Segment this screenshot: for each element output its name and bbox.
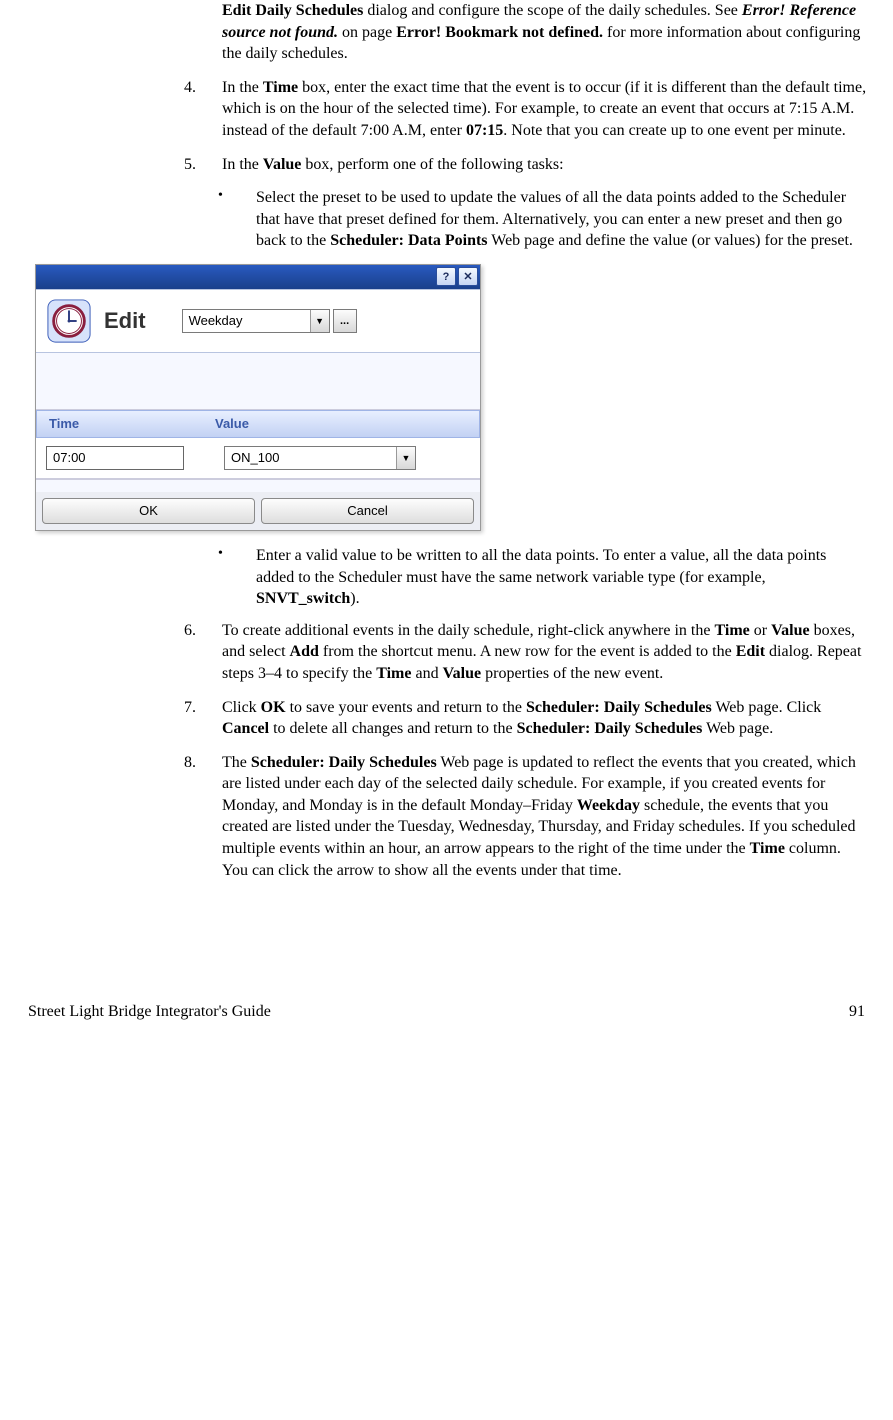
text-bold: Time <box>750 840 785 857</box>
edit-dialog: ? ✕ Edit Weekday ▼ ... Time Value 07:00 … <box>35 264 481 531</box>
text-bold: Cancel <box>222 720 269 737</box>
text: ). <box>350 590 359 607</box>
text: In the <box>222 79 263 96</box>
text-bold: Weekday <box>577 797 640 814</box>
text: to delete all changes and return to the <box>269 720 516 737</box>
page-content-cont: • Enter a valid value to be written to a… <box>180 545 868 881</box>
column-headers: Time Value <box>36 410 480 438</box>
text-bold: Value <box>771 622 810 639</box>
step-number: 4. <box>180 77 222 142</box>
text: Enter a valid value to be written to all… <box>256 547 826 586</box>
chevron-down-icon: ▼ <box>310 310 329 332</box>
text: The <box>222 754 251 771</box>
cancel-button[interactable]: Cancel <box>261 498 474 524</box>
page-content: Edit Daily Schedules dialog and configur… <box>180 0 868 252</box>
text-bold: SNVT_switch <box>256 590 350 607</box>
help-button[interactable]: ? <box>436 267 456 286</box>
step-8: 8. The Scheduler: Daily Schedules Web pa… <box>180 752 868 882</box>
step-5: 5. In the Value box, perform one of the … <box>180 154 868 176</box>
text: dialog and configure the scope of the da… <box>363 2 742 19</box>
text-bold: Add <box>290 643 319 660</box>
clock-icon <box>46 298 92 344</box>
text-bold: Edit <box>736 643 765 660</box>
dialog-buttons: OK Cancel <box>36 492 480 530</box>
text-bold: Time <box>263 79 298 96</box>
bullet-2: • Enter a valid value to be written to a… <box>218 545 868 610</box>
bullet-1: • Select the preset to be used to update… <box>218 187 868 252</box>
value-selected: ON_100 <box>225 447 396 469</box>
edit-label: Edit <box>104 306 146 336</box>
text-bold: OK <box>261 699 286 716</box>
text: on page <box>338 24 396 41</box>
text: from the shortcut menu. A new row for th… <box>319 643 736 660</box>
bullet-mark: • <box>218 187 256 252</box>
text-bold: Scheduler: Daily Schedules <box>526 699 712 716</box>
text-bold: Scheduler: Daily Schedules <box>517 720 703 737</box>
text: to save your events and return to the <box>286 699 526 716</box>
footer-title: Street Light Bridge Integrator's Guide <box>28 1001 271 1023</box>
time-input[interactable]: 07:00 <box>46 446 184 470</box>
text-bold: Time <box>376 665 411 682</box>
intro-paragraph: Edit Daily Schedules dialog and configur… <box>180 0 868 65</box>
text: or <box>750 622 771 639</box>
step-6: 6. To create additional events in the da… <box>180 620 868 685</box>
text: Web page. Click <box>712 699 822 716</box>
value-header: Value <box>209 415 479 433</box>
text: box, perform one of the following tasks: <box>301 156 563 173</box>
text-bold: Scheduler: Daily Schedules <box>251 754 437 771</box>
text-bold: Time <box>714 622 749 639</box>
text-bold: Edit Daily Schedules <box>222 2 363 19</box>
text-bold: Scheduler: Data Points <box>330 232 487 249</box>
dialog-spacer <box>36 353 480 410</box>
step-number: 8. <box>180 752 222 882</box>
close-button[interactable]: ✕ <box>458 267 478 286</box>
text: In the <box>222 156 263 173</box>
text: Web page. <box>702 720 773 737</box>
value-select[interactable]: ON_100 ▼ <box>224 446 416 470</box>
text-bold: Value <box>263 156 302 173</box>
chevron-down-icon: ▼ <box>396 447 415 469</box>
schedule-type-select[interactable]: Weekday ▼ <box>182 309 330 333</box>
bullet-mark: • <box>218 545 256 610</box>
text: . Note that you can create up to one eve… <box>503 122 846 139</box>
page-number: 91 <box>849 1001 865 1023</box>
text-bold: Value <box>443 665 482 682</box>
dialog-header-row: Edit Weekday ▼ ... <box>36 289 480 353</box>
text: Click <box>222 699 261 716</box>
text: and <box>411 665 442 682</box>
step-7: 7. Click OK to save your events and retu… <box>180 697 868 740</box>
step-4: 4. In the Time box, enter the exact time… <box>180 77 868 142</box>
text: Web page and define the value (or values… <box>488 232 853 249</box>
text-bold: 07:15 <box>466 122 503 139</box>
text: properties of the new event. <box>481 665 663 682</box>
step-number: 7. <box>180 697 222 740</box>
step-number: 5. <box>180 154 222 176</box>
titlebar: ? ✕ <box>36 265 480 289</box>
text: To create additional events in the daily… <box>222 622 714 639</box>
page-footer: Street Light Bridge Integrator's Guide 9… <box>25 1001 868 1023</box>
time-header: Time <box>37 415 209 433</box>
ok-button[interactable]: OK <box>42 498 255 524</box>
error-bookmark: Error! Bookmark not defined. <box>396 24 603 41</box>
schedule-type-value: Weekday <box>183 310 310 332</box>
event-row: 07:00 ON_100 ▼ <box>36 438 480 479</box>
more-button[interactable]: ... <box>333 309 357 333</box>
step-number: 6. <box>180 620 222 685</box>
